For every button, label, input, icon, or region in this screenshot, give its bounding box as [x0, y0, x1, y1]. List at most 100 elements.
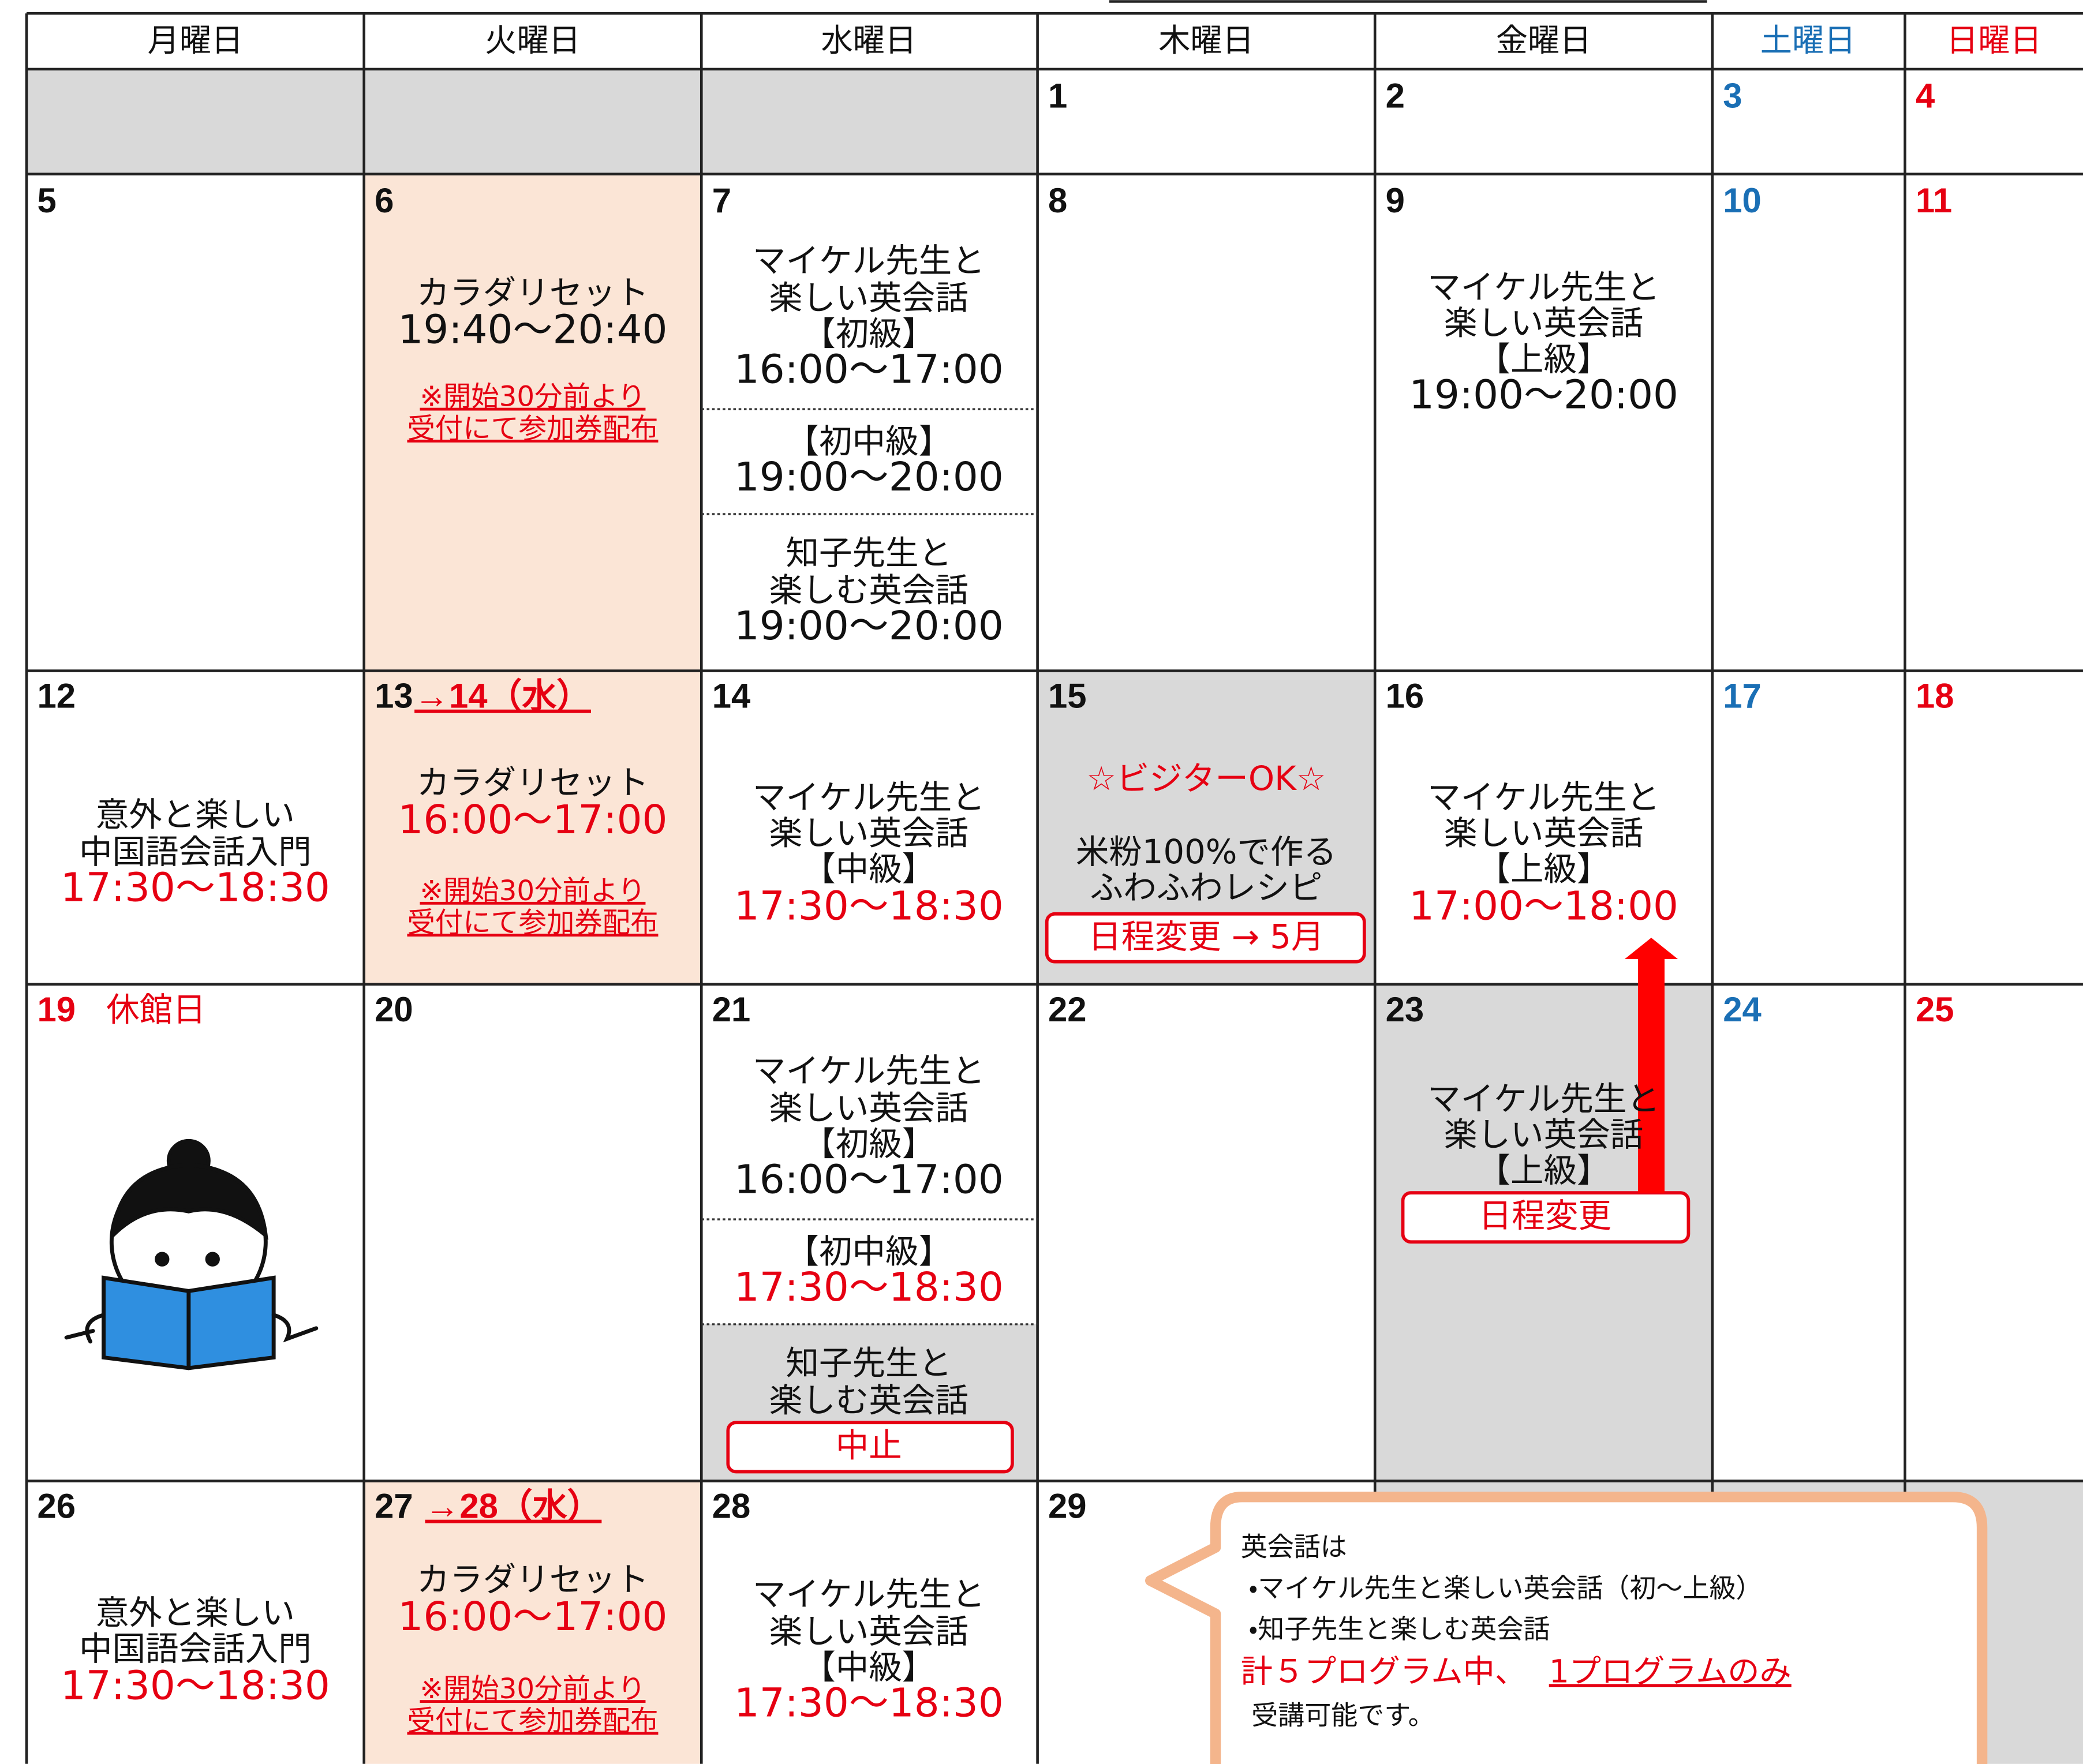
label: カラダリセット: [417, 274, 649, 312]
label: 28: [712, 1487, 751, 1526]
label: 17:30～18:30: [61, 1663, 330, 1709]
label: 9: [1386, 181, 1405, 220]
label: マイケル先生と: [753, 1575, 985, 1613]
label: ※開始30分前より: [420, 875, 645, 907]
label: 受付にて参加券配布: [407, 907, 658, 939]
label: 中国語会話入門: [79, 1630, 312, 1668]
label: 16:00～17:00: [398, 797, 668, 843]
callout: [1145, 1491, 1988, 1764]
label: 19:00～20:00: [734, 454, 1004, 500]
label: 1プログラムのみ: [1549, 1653, 1792, 1690]
label: 17:30～18:30: [61, 864, 330, 911]
label: 26: [37, 1487, 76, 1526]
label: 【初中級】: [786, 422, 952, 461]
label: 27: [375, 1487, 413, 1526]
label: 23: [1386, 990, 1424, 1029]
label: ・マイケル先生と楽しい英会話（初～上級）: [1249, 1572, 1763, 1604]
label: 5: [37, 181, 56, 220]
label: 16:00～17:00: [734, 1157, 1004, 1203]
label: 休館日: [106, 991, 206, 1029]
label: 楽しい英会話: [769, 1089, 968, 1128]
label: ☆ビジターOK☆: [1086, 759, 1326, 798]
label: カラダリセット: [417, 1560, 649, 1599]
label: 15: [1048, 677, 1087, 716]
label: 水曜日: [821, 23, 917, 59]
label: 16:00～17:00: [734, 347, 1004, 393]
label: マイケル先生と: [753, 778, 985, 817]
label: マイケル先生と: [753, 1052, 985, 1091]
grid: [25, 0, 2083, 1764]
label: 10: [1723, 181, 1762, 220]
reader-illustration: [64, 1138, 319, 1370]
label: ・知子先生と楽しむ英会話: [1249, 1613, 1550, 1645]
label: 【初級】: [802, 314, 935, 353]
label: 日程変更: [1479, 1196, 1611, 1235]
label: 楽しい英会話: [769, 279, 968, 317]
label: 中国語会話入門: [79, 833, 312, 871]
label: 19:00～20:00: [1409, 372, 1678, 418]
label: 月曜日: [148, 23, 244, 59]
label: 17:00～18:00: [1409, 883, 1678, 930]
label: 21: [712, 990, 751, 1029]
label: 楽しい英会話: [1444, 304, 1643, 343]
label: 【初級】: [802, 1125, 935, 1163]
label: 11: [1916, 181, 1952, 220]
label: 6: [375, 181, 394, 220]
label: 日曜日: [1946, 23, 2042, 59]
label: 知子先生と: [786, 534, 952, 572]
label: 22: [1048, 990, 1087, 1029]
label: 米粉100%で作る: [1076, 833, 1337, 871]
label: 19: [37, 990, 76, 1029]
label: 受付にて参加券配布: [407, 413, 658, 445]
label: 楽しむ英会話: [769, 1381, 968, 1420]
label: 25: [1916, 990, 1954, 1029]
label: 木曜日: [1158, 23, 1254, 59]
label: →28（水）: [425, 1487, 602, 1526]
label: 17:30～18:30: [734, 1264, 1004, 1310]
label: ※開始30分前より: [420, 381, 645, 413]
label: 19:00～20:00: [734, 603, 1004, 649]
label: 3: [1723, 76, 1742, 115]
label: 【中級】: [802, 1648, 935, 1687]
label: カラダリセット: [417, 763, 649, 802]
label: 計５プログラム中、: [1241, 1653, 1527, 1690]
label: 土曜日: [1760, 23, 1856, 59]
label: 8: [1048, 181, 1067, 220]
label: 意外と楽しい: [96, 1594, 295, 1632]
arrow: [1624, 938, 1678, 1193]
label: ふわふわレシピ: [1090, 868, 1323, 907]
label: 2: [1386, 76, 1405, 115]
label: 【上級】: [1477, 850, 1610, 889]
label: 受付にて参加券配布: [407, 1705, 658, 1737]
label: マイケル先生と: [1427, 268, 1660, 307]
badges: [726, 912, 1691, 1474]
label: 16: [1386, 677, 1424, 716]
label: 楽しい英会話: [769, 1612, 968, 1651]
label: 17:30～18:30: [734, 883, 1004, 930]
label: 29: [1048, 1487, 1087, 1526]
label: 13: [375, 677, 413, 716]
label: 17:30～18:30: [734, 1680, 1004, 1726]
label: 【初中級】: [786, 1233, 952, 1271]
label: 中止: [836, 1426, 902, 1465]
label: 4: [1916, 76, 1935, 115]
label: ※開始30分前より: [420, 1673, 645, 1705]
label: 20: [375, 990, 413, 1029]
label: 16:00～17:00: [398, 1594, 668, 1640]
label: 24: [1723, 990, 1762, 1029]
label: 楽しい英会話: [1444, 1115, 1643, 1154]
label: 12: [37, 677, 76, 716]
label: 7: [712, 181, 731, 220]
label: 14: [712, 677, 751, 716]
label: 知子先生と: [786, 1344, 952, 1383]
label: 受講可能です。: [1251, 1700, 1435, 1731]
label: 英会話は: [1241, 1531, 1347, 1562]
label: マイケル先生と: [753, 242, 985, 280]
label: 楽しい英会話: [1444, 814, 1643, 853]
label: マイケル先生と: [1427, 1080, 1660, 1118]
label: 楽しい英会話: [769, 814, 968, 853]
label: 意外と楽しい: [96, 795, 295, 834]
label: 【上級】: [1477, 1151, 1610, 1190]
